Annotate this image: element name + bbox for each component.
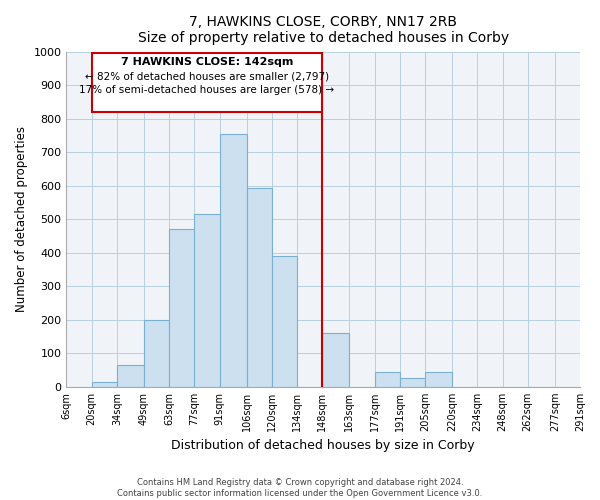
Y-axis label: Number of detached properties: Number of detached properties	[15, 126, 28, 312]
Bar	[400, 378, 425, 387]
Bar	[144, 320, 169, 387]
Text: ← 82% of detached houses are smaller (2,797): ← 82% of detached houses are smaller (2,…	[85, 71, 329, 81]
Bar	[117, 365, 144, 387]
X-axis label: Distribution of detached houses by size in Corby: Distribution of detached houses by size …	[172, 440, 475, 452]
Bar	[374, 372, 400, 387]
Text: 17% of semi-detached houses are larger (578) →: 17% of semi-detached houses are larger (…	[79, 85, 335, 95]
Bar	[92, 382, 117, 387]
Bar	[194, 214, 220, 387]
Bar	[425, 372, 452, 387]
Text: Contains HM Land Registry data © Crown copyright and database right 2024.
Contai: Contains HM Land Registry data © Crown c…	[118, 478, 482, 498]
Text: 7 HAWKINS CLOSE: 142sqm: 7 HAWKINS CLOSE: 142sqm	[121, 57, 293, 67]
Title: 7, HAWKINS CLOSE, CORBY, NN17 2RB
Size of property relative to detached houses i: 7, HAWKINS CLOSE, CORBY, NN17 2RB Size o…	[137, 15, 509, 45]
Bar	[322, 333, 349, 387]
FancyBboxPatch shape	[92, 52, 322, 112]
Bar	[220, 134, 247, 387]
Bar	[272, 256, 297, 387]
Bar	[169, 230, 194, 387]
Bar	[247, 188, 272, 387]
